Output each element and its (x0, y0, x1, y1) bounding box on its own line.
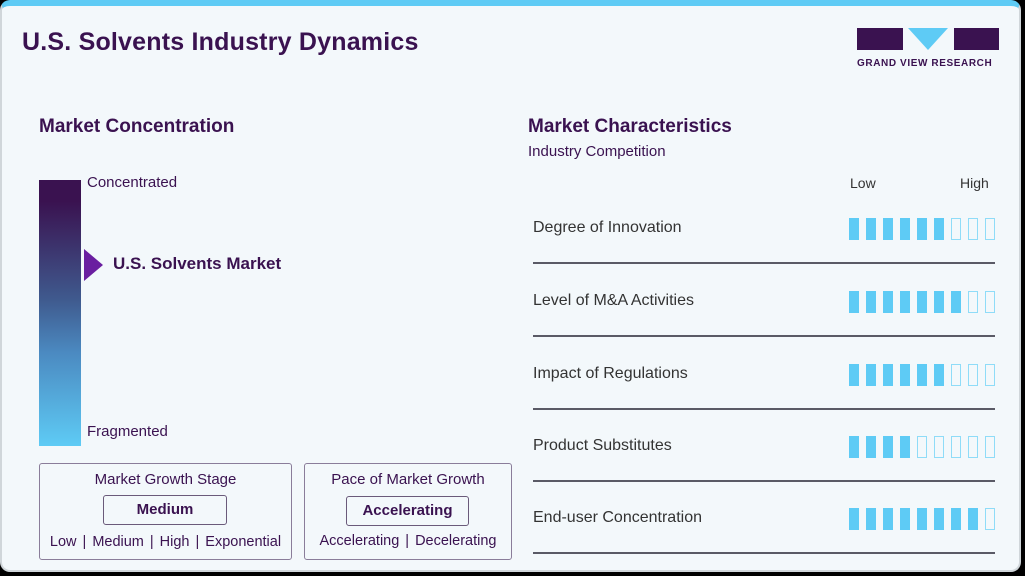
market-concentration-heading: Market Concentration (39, 116, 235, 137)
option-medium: Medium (92, 534, 144, 550)
row-divider (533, 262, 995, 264)
pace-title: Pace of Market Growth (331, 471, 485, 488)
rating-bar-empty-icon (985, 436, 995, 458)
rating-bar-filled-icon (934, 364, 944, 386)
rating-bar-filled-icon (866, 508, 876, 530)
rating-bar-filled-icon (934, 218, 944, 240)
characteristic-label: Product Substitutes (533, 437, 672, 454)
rating-bars (849, 364, 995, 386)
rating-bar-filled-icon (917, 291, 927, 313)
page-title: U.S. Solvents Industry Dynamics (22, 28, 419, 56)
market-characteristics-heading: Market Characteristics (528, 116, 732, 137)
rating-bar-filled-icon (900, 436, 910, 458)
pace-of-growth-box: Pace of Market Growth Accelerating Accel… (304, 463, 512, 560)
rating-bar-filled-icon (917, 508, 927, 530)
rating-bar-filled-icon (849, 436, 859, 458)
logo-r-block-icon (954, 28, 999, 50)
rating-bar-empty-icon (985, 508, 995, 530)
option-low: Low (49, 534, 77, 550)
rating-bar-empty-icon (917, 436, 927, 458)
characteristic-label: End-user Concentration (533, 509, 702, 526)
rating-bar-filled-icon (883, 291, 893, 313)
option-exponential: Exponential (205, 534, 282, 550)
rating-bar-empty-icon (968, 291, 978, 313)
rating-bar-empty-icon (968, 364, 978, 386)
characteristic-label: Degree of Innovation (533, 219, 682, 236)
rating-bars (849, 436, 995, 458)
logo-g-block-icon (857, 28, 903, 50)
row-divider (533, 335, 995, 337)
rating-bar-empty-icon (951, 364, 961, 386)
rating-bar-filled-icon (866, 436, 876, 458)
logo-text: GRAND VIEW RESEARCH (857, 58, 993, 69)
rating-bar-empty-icon (951, 436, 961, 458)
rating-bar-empty-icon (934, 436, 944, 458)
row-divider (533, 408, 995, 410)
concentration-gradient-bar (39, 180, 81, 446)
rating-bars (849, 291, 995, 313)
rating-bar-filled-icon (849, 364, 859, 386)
option-decelerating: Decelerating (415, 533, 497, 549)
rating-bar-filled-icon (849, 508, 859, 530)
rating-bar-filled-icon (917, 364, 927, 386)
fragmented-label: Fragmented (87, 423, 168, 440)
rating-bar-filled-icon (934, 291, 944, 313)
rating-bar-empty-icon (951, 218, 961, 240)
rating-bar-filled-icon (866, 364, 876, 386)
characteristic-label: Level of M&A Activities (533, 292, 694, 309)
option-accelerating: Accelerating (319, 533, 400, 549)
market-position-label: U.S. Solvents Market (113, 254, 282, 273)
scale-high-label: High (960, 175, 989, 191)
rating-bar-filled-icon (866, 291, 876, 313)
rating-bar-filled-icon (951, 508, 961, 530)
rating-bar-filled-icon (900, 218, 910, 240)
rating-bar-filled-icon (968, 508, 978, 530)
rating-bar-filled-icon (866, 218, 876, 240)
rating-bar-filled-icon (934, 508, 944, 530)
market-position-marker-icon (84, 249, 103, 281)
rating-bar-filled-icon (951, 291, 961, 313)
rating-bar-empty-icon (985, 291, 995, 313)
row-divider (533, 552, 995, 554)
grand-view-research-logo: GRAND VIEW RESEARCH (857, 28, 999, 76)
rating-bar-empty-icon (985, 364, 995, 386)
growth-stage-options: Low | Medium | High | Exponential (49, 534, 282, 550)
rating-bar-filled-icon (849, 218, 859, 240)
scale-low-label: Low (850, 175, 876, 191)
rating-bars (849, 508, 995, 530)
market-growth-stage-box: Market Growth Stage Medium Low | Medium | Hi… (39, 463, 292, 560)
row-divider (533, 480, 995, 482)
pace-value: Accelerating (346, 496, 469, 526)
growth-stage-value: Medium (103, 495, 227, 525)
growth-stage-title: Market Growth Stage (94, 471, 237, 488)
rating-bar-filled-icon (883, 364, 893, 386)
rating-bar-filled-icon (917, 218, 927, 240)
rating-bars (849, 218, 995, 240)
rating-bar-empty-icon (985, 218, 995, 240)
rating-bar-filled-icon (883, 218, 893, 240)
concentrated-label: Concentrated (87, 174, 178, 191)
rating-bar-filled-icon (900, 508, 910, 530)
rating-bar-filled-icon (849, 291, 859, 313)
characteristic-label: Impact of Regulations (533, 365, 688, 382)
rating-bar-empty-icon (968, 218, 978, 240)
rating-bar-filled-icon (883, 436, 893, 458)
pace-options: Accelerating | Decelerating (319, 533, 497, 549)
rating-bar-empty-icon (968, 436, 978, 458)
logo-v-triangle-icon (908, 28, 948, 50)
rating-bar-filled-icon (900, 291, 910, 313)
rating-bar-filled-icon (883, 508, 893, 530)
option-high: High (159, 534, 190, 550)
industry-competition-subheading: Industry Competition (528, 143, 666, 160)
rating-bar-filled-icon (900, 364, 910, 386)
